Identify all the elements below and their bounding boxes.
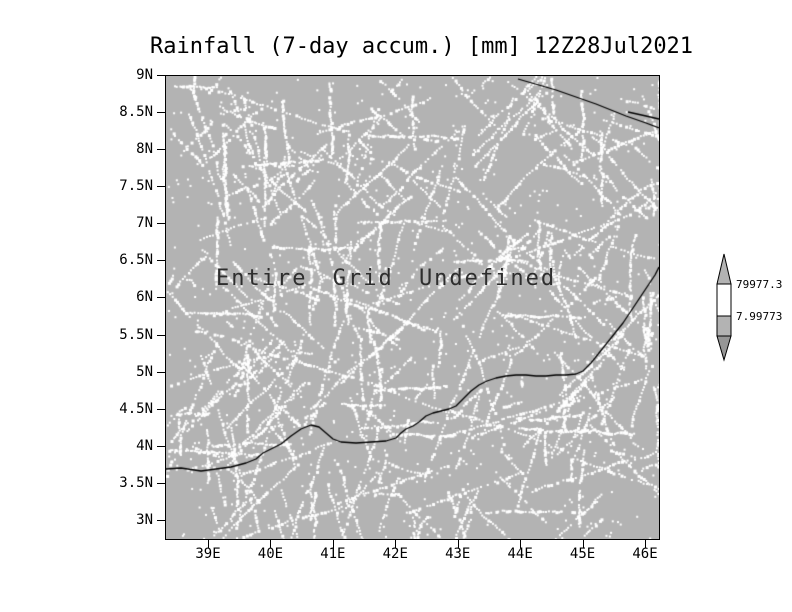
- x-tick: [645, 540, 646, 548]
- x-tick-label: 42E: [382, 546, 408, 562]
- y-tick-label: 6N: [136, 289, 153, 306]
- y-tick-label: 9N: [136, 67, 153, 83]
- y-tick-label: 5N: [136, 363, 153, 380]
- x-tick-label: 41E: [320, 546, 346, 562]
- colorbar-band-high: [716, 283, 732, 317]
- colorbar: 79977.3 7.99773: [716, 253, 782, 362]
- plot-area: Entire Grid Undefined: [165, 75, 660, 540]
- x-tick-label: 43E: [445, 546, 471, 562]
- y-tick-label: 3.5N: [119, 474, 153, 491]
- x-tick: [582, 540, 584, 548]
- y-tick: [157, 75, 165, 76]
- y-tick-label: 7.5N: [119, 178, 153, 195]
- rainfall-field-canvas: [166, 76, 659, 539]
- y-tick: [157, 408, 165, 410]
- y-tick: [157, 334, 165, 336]
- plot-title: Rainfall (7-day accum.) [mm] 12Z28Jul202…: [150, 34, 694, 59]
- y-tick-label: 8.5N: [119, 104, 153, 121]
- y-tick-label: 8N: [136, 141, 153, 158]
- x-tick-label: 44E: [507, 546, 533, 562]
- y-tick: [157, 149, 165, 151]
- y-tick: [157, 223, 165, 225]
- y-tick-label: 7N: [136, 215, 153, 232]
- colorbar-up-arrow: [716, 253, 732, 285]
- x-tick: [457, 540, 459, 548]
- y-tick: [157, 186, 165, 188]
- x-tick-label: 45E: [569, 546, 596, 562]
- y-tick-label: 5.5N: [119, 326, 153, 343]
- colorbar-band-low: [716, 315, 732, 337]
- undefined-grid-message: Entire Grid Undefined: [216, 266, 557, 291]
- x-tick-label: 40E: [257, 546, 284, 562]
- y-tick: [157, 371, 165, 373]
- y-tick: [157, 445, 165, 447]
- x-tick: [395, 540, 397, 548]
- x-tick: [520, 540, 522, 548]
- x-tick-label: 46E: [632, 546, 658, 562]
- y-tick-label: 6.5N: [119, 252, 153, 269]
- y-tick-label: 4N: [136, 437, 153, 454]
- y-tick: [157, 482, 165, 484]
- y-tick: [157, 112, 165, 114]
- x-tick-label: 39E: [195, 546, 221, 562]
- y-tick: [157, 260, 165, 262]
- colorbar-label-high: 79977.3: [736, 278, 782, 291]
- y-tick: [157, 519, 165, 521]
- colorbar-label-low: 7.99773: [736, 310, 782, 323]
- colorbar-down-arrow: [716, 335, 732, 362]
- x-tick: [270, 540, 272, 548]
- y-tick: [157, 297, 165, 299]
- y-tick-label: 3N: [136, 511, 153, 528]
- y-tick-label: 4.5N: [119, 400, 153, 417]
- x-tick: [208, 540, 209, 548]
- x-tick: [332, 540, 334, 548]
